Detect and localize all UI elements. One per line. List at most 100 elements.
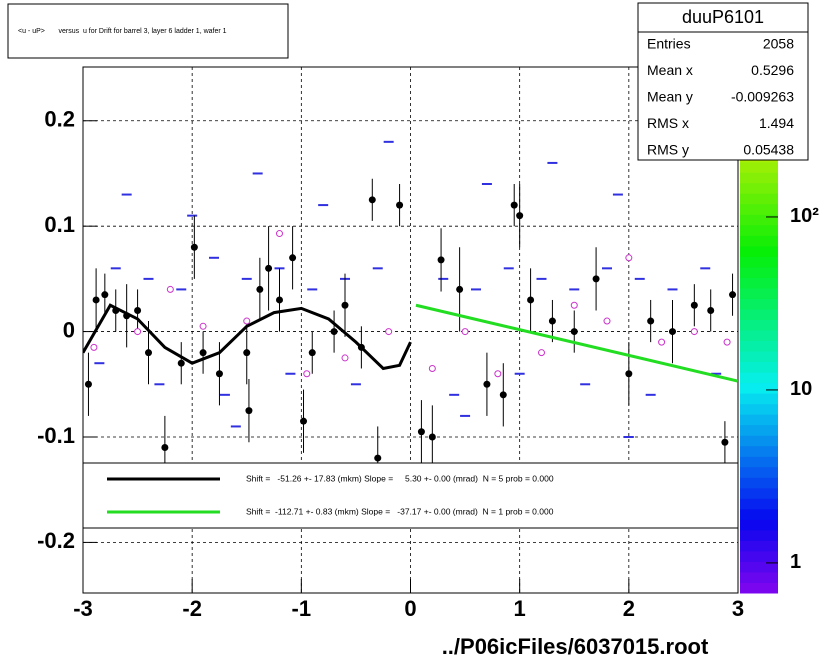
x-tick-label: -1 [292,596,312,621]
color-step [740,456,778,468]
color-step [740,203,778,215]
z-tick-label: 1 [790,551,801,573]
color-step [740,445,778,457]
stats-rows: Entries 2058 Mean x 0.5296 Mean y -0.009263 RM… [647,36,794,158]
color-step [740,340,778,352]
legend-box [82,462,739,529]
color-step [740,403,778,415]
point [396,201,404,209]
color-step [740,214,778,226]
color-step [740,330,778,342]
color-step [740,571,778,583]
x-tick-label: -3 [73,596,93,621]
point [669,328,676,336]
point [690,301,698,309]
color-step [740,550,778,562]
x-tick-label: 3 [732,596,744,621]
point [437,256,445,264]
color-step [740,435,778,447]
x-tick-label: 0 [404,596,416,621]
open-point [428,364,436,372]
open-point [658,338,666,346]
color-step [740,508,778,520]
open-point [243,317,251,325]
point [729,291,737,299]
open-point [461,328,469,336]
stats-value: 2058 [763,36,794,52]
z-tick-label: 10² [790,205,819,227]
point [592,275,600,283]
title-box [7,3,289,59]
point [499,391,507,399]
point [199,349,207,357]
point [84,380,92,388]
point [92,296,100,304]
point [721,438,729,446]
color-step [740,487,778,499]
stats-value: -0.009263 [731,89,794,105]
point [483,380,491,388]
open-point [385,328,393,336]
fit-line [415,303,738,383]
color-step [740,361,778,373]
color-step [740,319,778,331]
color-step [740,540,778,552]
color-step [740,414,778,426]
stats-box [637,2,809,161]
legend-label: Shift = -112.71 +- 0.83 (mkm) Slope = -3… [246,506,554,516]
point [289,254,297,262]
point [215,370,223,378]
color-step [740,424,778,436]
color-step [740,519,778,531]
legend-label: Shift = -51.26 +- 17.83 (mkm) Slope = 5.… [246,473,554,483]
color-step [740,382,778,394]
point [330,328,338,336]
open-point [276,230,283,238]
stats-value: 0.5296 [751,62,794,78]
y-tick-label: 0 [63,317,75,342]
open-point [199,322,207,330]
x-tick-label: -2 [182,596,202,621]
stats-label: RMS x [647,115,689,131]
stats-label: Mean y [647,89,693,105]
open-point [723,338,731,346]
color-step [740,287,778,299]
open-point [494,370,502,378]
point [341,301,349,309]
y-tick-label: 0.2 [44,107,75,132]
stats-value: 0.05438 [743,142,794,158]
point [101,291,109,299]
point [190,243,198,251]
y-tick-label: 0.1 [44,212,75,237]
color-step [740,182,778,194]
stats-label: Entries [647,36,691,52]
fit-line [83,303,412,371]
stats-label: Mean x [647,62,693,78]
point [300,417,308,425]
point [276,296,283,304]
color-step [740,224,778,236]
color-step [740,393,778,405]
point [548,317,556,325]
point [308,349,316,357]
color-step [740,561,778,573]
point [647,317,655,325]
y-tick-label: -0.1 [37,423,75,448]
color-step [740,308,778,320]
point [417,428,425,436]
color-step [740,498,778,510]
point [428,433,436,441]
point [707,306,715,314]
open-point [690,328,698,336]
color-step [740,582,778,594]
point [256,285,264,293]
point [265,264,273,272]
color-step [740,161,778,173]
point [527,296,535,304]
point [145,349,152,357]
color-step [740,256,778,268]
point [456,285,464,293]
open-point [625,254,633,262]
